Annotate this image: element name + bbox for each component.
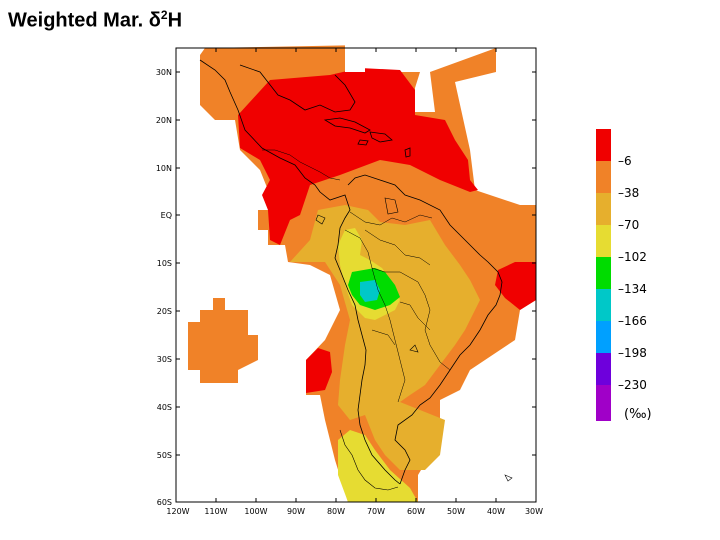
lat-label-30s: 30S: [157, 355, 172, 364]
lat-label-60s: 60S: [157, 498, 172, 507]
fill-red-caribbean: [238, 68, 478, 245]
legend-swatch-1: [596, 161, 611, 193]
lat-label-30n: 30N: [156, 68, 172, 77]
lat-labels: 30N 20N 10N EQ 10S 20S 30S 40S 50S 60S: [156, 68, 172, 507]
lat-axis: [176, 71, 536, 456]
fill-amber-continent: [290, 205, 480, 470]
lon-labels: 120W 110W 100W 90W 80W 70W 60W 50W 40W 3…: [166, 507, 543, 516]
contour-fills: [188, 45, 536, 502]
fill-cyan-titicaca: [360, 280, 380, 302]
borders: [262, 149, 451, 403]
lat-label-50s: 50S: [157, 451, 172, 460]
lat-label-20s: 20S: [157, 307, 172, 316]
lon-label-50w: 50W: [447, 507, 465, 516]
fill-red-chile: [306, 348, 332, 393]
legend-swatch-6: [596, 321, 611, 353]
lat-label-eq: EQ: [161, 211, 172, 220]
lon-label-90w: 90W: [287, 507, 305, 516]
lat-label-10s: 10S: [157, 259, 172, 268]
legend-label: –102: [618, 250, 647, 264]
legend-label: –166: [618, 314, 647, 328]
lon-label-110w: 110W: [204, 507, 227, 516]
lon-label-80w: 80W: [327, 507, 345, 516]
legend-swatch-8: [596, 385, 611, 421]
legend-unit: (‰): [624, 407, 652, 422]
fill-yellow-patagonia: [338, 430, 418, 502]
no-data-gaps: [345, 45, 435, 112]
lon-label-70w: 70W: [367, 507, 385, 516]
legend-label: –6: [618, 154, 632, 168]
lat-label-10n: 10N: [156, 164, 172, 173]
lat-label-40s: 40S: [157, 403, 172, 412]
lon-label-100w: 100W: [244, 507, 267, 516]
legend-label: –134: [618, 282, 647, 296]
legend-label: –38: [618, 186, 640, 200]
lat-label-20n: 20N: [156, 116, 172, 125]
fill-red-brazil: [495, 262, 536, 310]
lon-axis: [215, 48, 497, 502]
fill-orange-pacific-blob: [188, 298, 258, 383]
lon-label-30w: 30W: [525, 507, 543, 516]
legend-label: –70: [618, 218, 640, 232]
legend-label: –230: [618, 378, 647, 392]
lon-label-40w: 40W: [487, 507, 505, 516]
legend-label: –198: [618, 346, 647, 360]
lon-label-120w: 120W: [166, 507, 189, 516]
lon-label-60w: 60W: [407, 507, 425, 516]
map-frame: [175, 47, 537, 503]
legend-swatch-0: [596, 129, 611, 161]
legend-swatch-4: [596, 257, 611, 289]
legend-swatch-5: [596, 289, 611, 321]
legend-swatch-3: [596, 225, 611, 257]
map-title: Weighted Mar. δ2H: [8, 8, 183, 32]
legend-swatch-2: [596, 193, 611, 225]
legend-swatch-7: [596, 353, 611, 385]
coastlines: [199, 59, 513, 491]
